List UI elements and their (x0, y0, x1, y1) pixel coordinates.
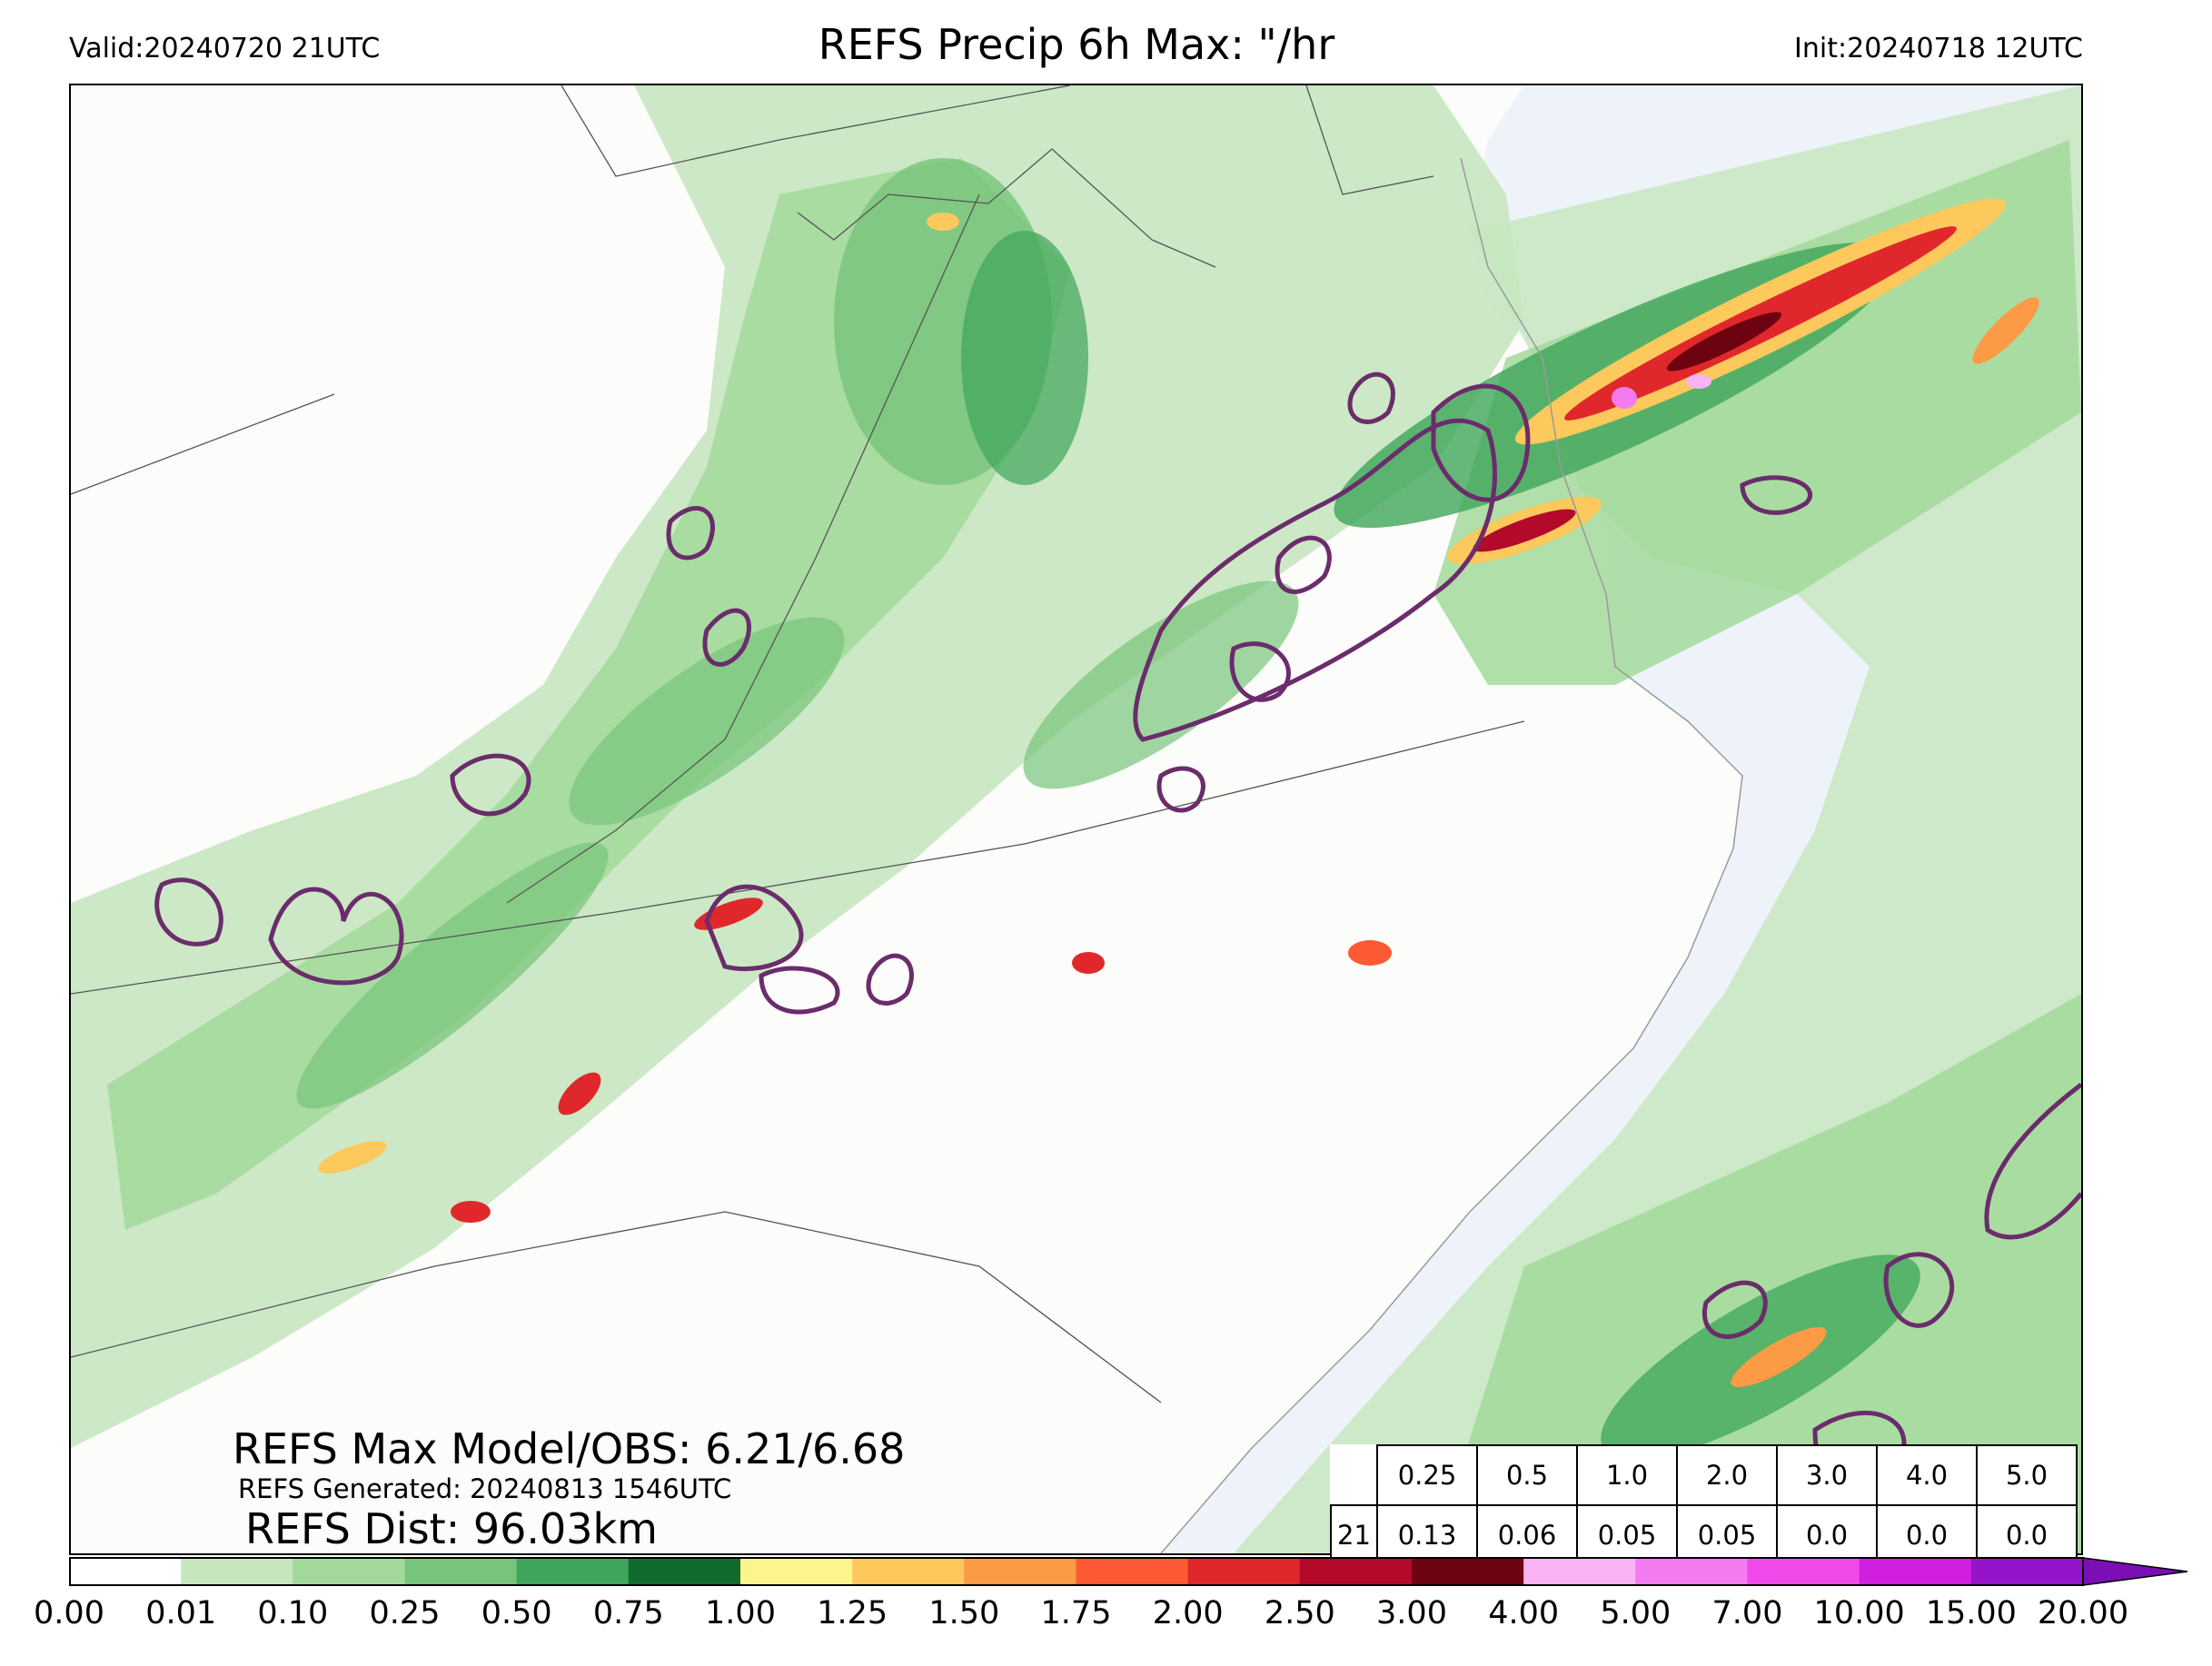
colorbar-tick-label: 2.50 (1264, 1595, 1335, 1631)
heavy-precip-band (1348, 940, 1392, 966)
threshold-cell: 4.0 (1876, 1444, 1978, 1506)
colorbar-tick-label: 1.50 (928, 1595, 1000, 1631)
extreme-precip-core (1686, 374, 1711, 389)
colorbar-tick-label: 4.00 (1488, 1595, 1560, 1631)
heavy-precip-core (1666, 312, 1782, 372)
colorbar-segment (1299, 1558, 1413, 1585)
colorbar-segment (1412, 1558, 1524, 1585)
colorbar-tick-label: 10.00 (1813, 1595, 1905, 1631)
value-cell: 0.05 (1676, 1504, 1778, 1566)
colorbar-tick-label: 1.25 (817, 1595, 888, 1631)
valid-time-label: Valid:20240720 21UTC (69, 33, 381, 64)
colorbar-tick-label: 0.50 (481, 1595, 552, 1631)
colorbar-segment (740, 1558, 853, 1585)
precip-cell (961, 231, 1088, 485)
colorbar (69, 1557, 2188, 1586)
precip-cell (1023, 580, 1299, 789)
heavy-precip-band (1072, 952, 1105, 974)
value-cell: 0.05 (1576, 1504, 1678, 1566)
threshold-cell: 0.25 (1376, 1444, 1478, 1506)
colorbar-segment (516, 1558, 630, 1585)
colorbar-segment (964, 1558, 1076, 1585)
threshold-cell: 0.5 (1476, 1444, 1578, 1506)
colorbar-segment (1076, 1558, 1189, 1585)
colorbar-segment (1635, 1558, 1748, 1585)
distance-label: REFS Dist: 96.03km (245, 1504, 658, 1553)
heavy-precip-band (1972, 297, 2039, 364)
heavy-precip-band (1731, 1326, 1827, 1388)
colorbar-segment (293, 1558, 405, 1585)
precip-swath-mid (107, 158, 1070, 1230)
heavy-precip-band (694, 897, 763, 930)
threshold-cell: 2.0 (1676, 1444, 1778, 1506)
value-cell: 0.0 (1976, 1504, 2078, 1566)
threshold-header-row: 0.25 0.5 1.0 2.0 3.0 4.0 5.0 (1331, 1444, 2078, 1506)
generated-time-label: REFS Generated: 20240813 1546UTC (238, 1473, 732, 1504)
heavy-precip-band (1473, 509, 1576, 552)
row-label-cell: 21 (1330, 1504, 1378, 1566)
colorbar-tick-label: 0.75 (592, 1595, 664, 1631)
heavy-precip-band (318, 1141, 387, 1174)
colorbar-segment (69, 1558, 182, 1585)
colorbar-segment (181, 1558, 293, 1585)
map-title: REFS Precip 6h Max: "/hr (818, 20, 1335, 69)
value-cell: 0.0 (1776, 1504, 1878, 1566)
colorbar-tick-label: 2.00 (1152, 1595, 1224, 1631)
table-corner (1331, 1445, 1377, 1505)
colorbar-tick-label: 0.01 (145, 1595, 217, 1631)
precip-swath-light (71, 85, 1524, 1448)
precip-map (69, 84, 2083, 1555)
heavy-precip-band (927, 213, 959, 231)
colorbar-tick-label: 0.25 (369, 1595, 441, 1631)
max-model-obs-label: REFS Max Model/OBS: 6.21/6.68 (233, 1424, 906, 1473)
state-boundaries (71, 85, 1525, 1403)
heavy-precip-band (558, 1072, 601, 1116)
map-canvas (71, 85, 2081, 1553)
value-cell: 0.13 (1376, 1504, 1478, 1566)
precip-swath-se (1433, 994, 2081, 1553)
colorbar-tick-label: 7.00 (1711, 1595, 1783, 1631)
observed-contours (154, 372, 2081, 1492)
colorbar-segment (1523, 1558, 1636, 1585)
colorbar-segment (1187, 1558, 1301, 1585)
heavy-precip-band (451, 1201, 491, 1223)
colorbar-tick-label: 3.00 (1376, 1595, 1447, 1631)
colorbar-tick-label: 5.00 (1600, 1595, 1671, 1631)
precip-cell (296, 842, 609, 1109)
value-cell: 0.06 (1476, 1504, 1578, 1566)
threshold-stats-table: 0.25 0.5 1.0 2.0 3.0 4.0 5.0 21 0.13 0.0… (1330, 1444, 2078, 1566)
colorbar-segment (1970, 1558, 2084, 1585)
threshold-cell: 1.0 (1576, 1444, 1678, 1506)
extreme-precip-core (1612, 387, 1637, 409)
colorbar-tick-label: 15.00 (1925, 1595, 2017, 1631)
colorbar-tick-label: 20.00 (2037, 1595, 2129, 1631)
colorbar-tick-label: 1.00 (705, 1595, 776, 1631)
colorbar-tick-label: 0.00 (34, 1595, 104, 1631)
colorbar-segment (1747, 1558, 1860, 1585)
init-time-label: Init:20240718 12UTC (1794, 33, 2083, 64)
colorbar-extend-arrow (2082, 1557, 2188, 1586)
threshold-cell: 3.0 (1776, 1444, 1878, 1506)
colorbar-segment (1859, 1558, 1972, 1585)
colorbar-tick-label: 1.75 (1040, 1595, 1112, 1631)
colorbar-segment (404, 1558, 518, 1585)
colorbar-frame (69, 1557, 2084, 1586)
colorbar-tick-label: 0.10 (257, 1595, 329, 1631)
colorbar-segment (628, 1558, 741, 1585)
colorbar-segment (852, 1558, 965, 1585)
threshold-cell: 5.0 (1976, 1444, 2078, 1506)
precip-cell (569, 617, 845, 826)
coastline (1160, 157, 1743, 1553)
precip-swath-ne (1433, 140, 2081, 685)
